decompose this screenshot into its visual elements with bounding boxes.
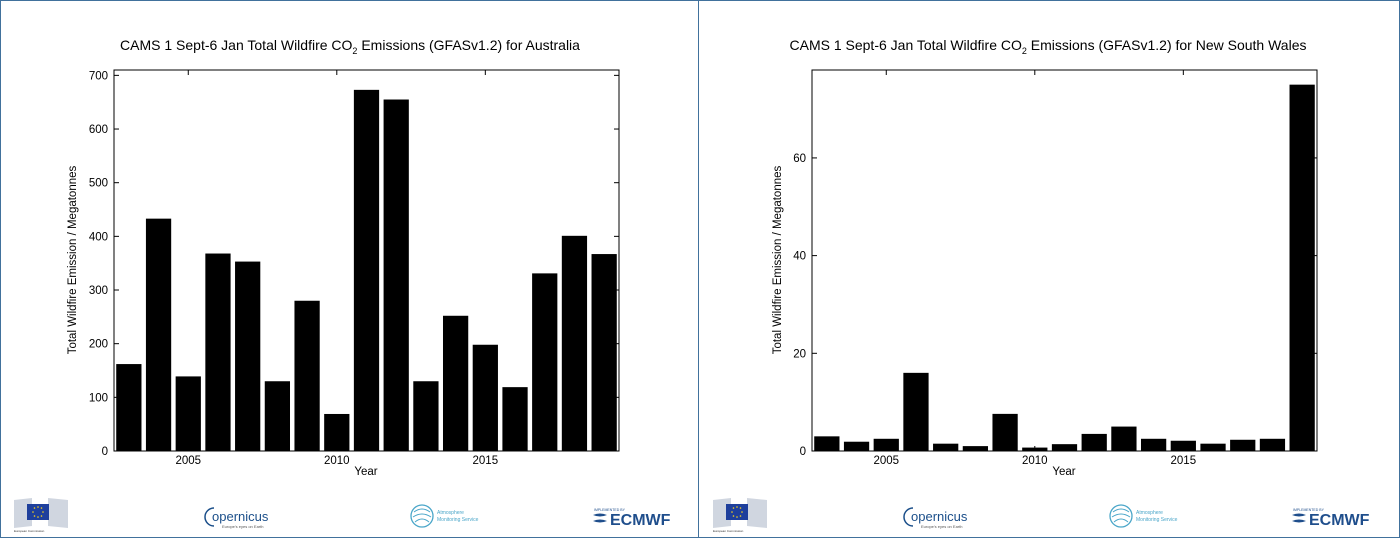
footer-logos: European Commission opernicus Europe's e… — [699, 490, 1397, 538]
bar-2006 — [903, 372, 929, 451]
svg-text:European Commission: European Commission — [713, 529, 744, 533]
eu-commission-logo: European Commission — [12, 496, 70, 534]
svg-text:ECMWF: ECMWF — [610, 512, 671, 528]
bar-2006 — [205, 253, 231, 451]
bar-2017 — [1230, 439, 1256, 451]
bar-2013 — [1111, 426, 1137, 451]
atmosphere-monitoring-logo: Atmosphere Monitoring Service — [410, 504, 479, 528]
y-tick-label: 400 — [89, 231, 108, 243]
y-axis-label: Total Wildfire Emission / Megatonnes — [67, 165, 79, 354]
ecmwf-logo: IMPLEMENTED BY ECMWF — [1292, 508, 1370, 528]
svg-text:Atmosphere: Atmosphere — [1136, 510, 1163, 516]
y-tick-label: 60 — [793, 153, 806, 165]
x-axis-label: Year — [354, 466, 377, 478]
chart-new-south-wales: CAMS 1 Sept-6 Jan Total Wildfire CO2 Emi… — [772, 37, 1318, 478]
bar-2009 — [294, 300, 320, 451]
eu-flag — [27, 504, 49, 520]
copernicus-logo: opernicus Europe's eyes on Earth — [903, 507, 968, 529]
eu-flag — [726, 504, 748, 520]
bar-2010 — [324, 413, 350, 451]
bar-2007 — [235, 261, 261, 451]
svg-text:Europe's eyes on Earth: Europe's eyes on Earth — [222, 524, 263, 529]
chart-title: CAMS 1 Sept-6 Jan Total Wildfire CO2 Emi… — [120, 37, 580, 56]
bar-2012 — [1081, 433, 1107, 451]
x-tick-label: 2005 — [873, 455, 899, 467]
y-axis-label: Total Wildfire Emission / Megatonnes — [772, 165, 784, 354]
bar-2009 — [992, 413, 1018, 451]
bar-2014 — [1140, 438, 1167, 451]
bar-2008 — [962, 446, 989, 451]
svg-text:IMPLEMENTED BY: IMPLEMENTED BY — [594, 508, 626, 512]
x-tick-label: 2010 — [1022, 455, 1048, 467]
bar-2017 — [532, 273, 558, 451]
bar-2016 — [1200, 443, 1226, 451]
x-ticks: 2005 2010 2015 — [175, 70, 498, 467]
y-tick-label: 600 — [89, 124, 108, 136]
x-tick-label: 2015 — [1171, 455, 1197, 467]
x-tick-label: 2010 — [324, 455, 350, 467]
y-tick-label: 300 — [89, 285, 108, 297]
eu-commission-logo: European Commission — [711, 496, 769, 534]
atmosphere-monitoring-logo: Atmosphere Monitoring Service — [1109, 504, 1178, 528]
y-tick-label: 20 — [793, 348, 806, 360]
bar-2003 — [814, 436, 840, 451]
x-ticks: 2005 2010 2015 — [873, 70, 1196, 467]
bar-2015 — [1170, 440, 1196, 451]
panel-divider — [698, 0, 699, 538]
bar-2008 — [264, 381, 291, 451]
bar-2013 — [413, 381, 439, 451]
bar-2004 — [843, 441, 870, 451]
svg-text:European Commission: European Commission — [14, 529, 45, 533]
bar-2018 — [561, 235, 588, 451]
y-tick-label: 0 — [102, 446, 108, 458]
ecmwf-logo: IMPLEMENTED BY ECMWF — [593, 508, 671, 528]
bar-2014 — [442, 315, 469, 451]
y-ticks: 0 100 200 300 400 500 600 700 — [89, 70, 619, 458]
svg-text:opernicus: opernicus — [911, 509, 968, 524]
y-tick-label: 700 — [89, 70, 108, 82]
y-tick-label: 200 — [89, 339, 108, 351]
x-tick-label: 2015 — [473, 455, 499, 467]
x-tick-label: 2005 — [175, 455, 201, 467]
svg-text:opernicus: opernicus — [212, 509, 269, 524]
svg-text:Monitoring Service: Monitoring Service — [1136, 517, 1178, 523]
bar-2003 — [116, 364, 142, 451]
bar-2015 — [472, 344, 498, 451]
y-ticks: 0 20 40 60 — [793, 153, 1317, 458]
chart-title: CAMS 1 Sept-6 Jan Total Wildfire CO2 Emi… — [790, 37, 1307, 56]
panel-australia: CAMS 1 Sept-6 Jan Total Wildfire CO2 Emi… — [0, 0, 698, 538]
y-tick-label: 40 — [793, 251, 806, 263]
svg-text:Monitoring Service: Monitoring Service — [437, 517, 479, 523]
y-tick-label: 0 — [800, 446, 806, 458]
svg-text:Atmosphere: Atmosphere — [437, 510, 464, 516]
bar-2005 — [175, 376, 201, 451]
bar-2018 — [1259, 438, 1286, 451]
bar-2012 — [383, 99, 409, 451]
bar-2019 — [591, 254, 617, 451]
chart-australia: CAMS 1 Sept-6 Jan Total Wildfire CO2 Emi… — [67, 37, 620, 478]
bars-group — [814, 84, 1315, 452]
bar-2019 — [1289, 84, 1315, 452]
bar-2011 — [353, 89, 380, 452]
y-tick-label: 500 — [89, 178, 108, 190]
y-tick-label: 100 — [89, 392, 108, 404]
bar-2005 — [873, 438, 899, 451]
bar-2004 — [145, 218, 172, 451]
panel-new-south-wales: CAMS 1 Sept-6 Jan Total Wildfire CO2 Emi… — [699, 0, 1397, 538]
svg-text:Europe's eyes on Earth: Europe's eyes on Earth — [921, 524, 962, 529]
svg-text:ECMWF: ECMWF — [1309, 512, 1370, 528]
x-axis-label: Year — [1052, 466, 1075, 478]
plot-area — [811, 69, 1318, 452]
bar-2016 — [502, 387, 528, 451]
bar-2007 — [933, 443, 959, 451]
svg-text:IMPLEMENTED BY: IMPLEMENTED BY — [1293, 508, 1325, 512]
copernicus-logo: opernicus Europe's eyes on Earth — [204, 507, 269, 529]
bars-group — [116, 89, 617, 452]
footer-logos: European Commission opernicus Europe's e… — [0, 490, 698, 538]
bar-2011 — [1051, 444, 1078, 451]
